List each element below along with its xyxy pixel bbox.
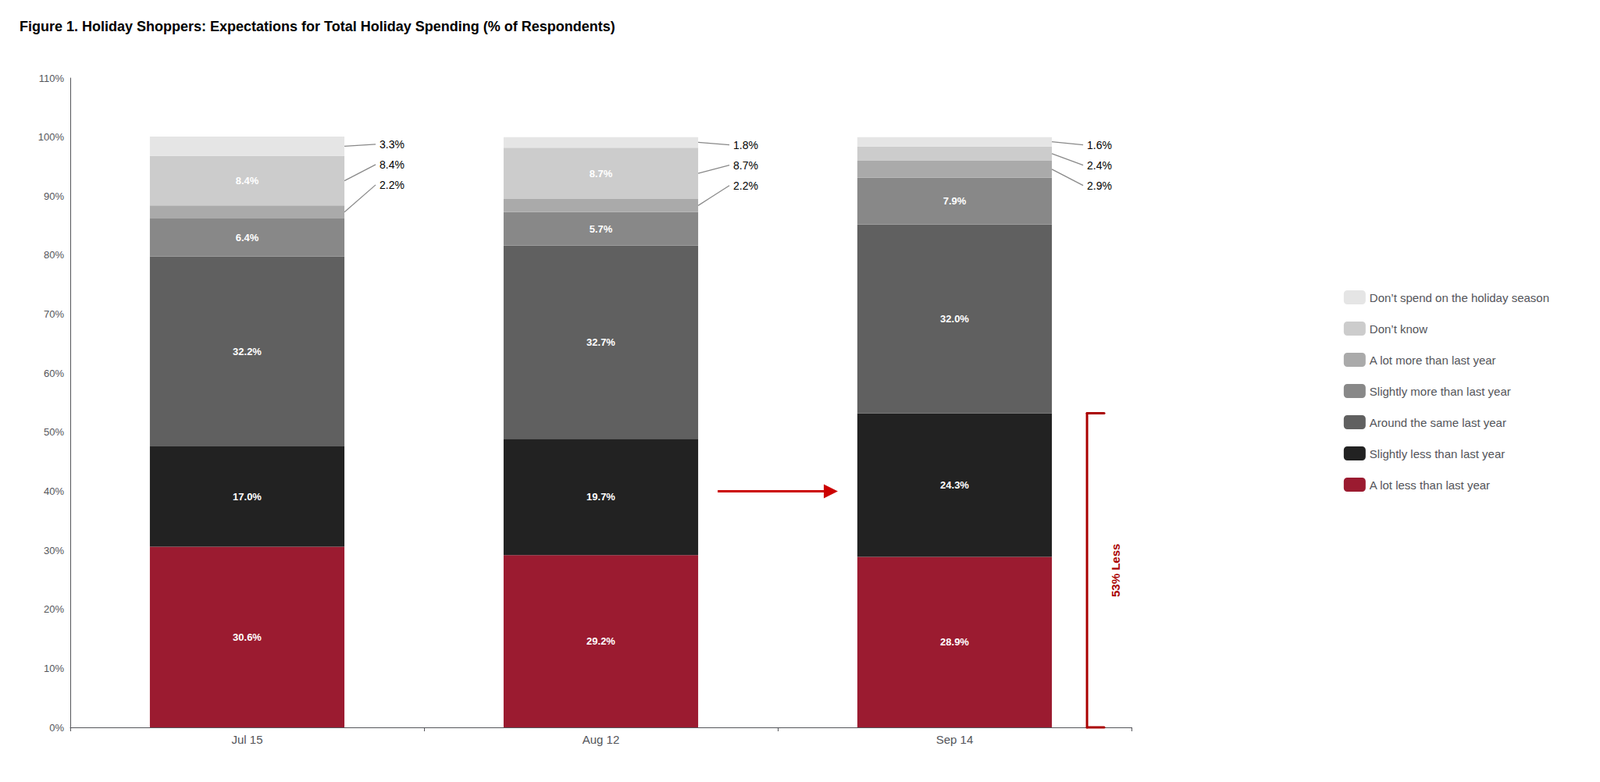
svg-text:28.9%: 28.9% — [940, 636, 970, 649]
svg-text:7.9%: 7.9% — [943, 195, 967, 207]
svg-text:32.7%: 32.7% — [586, 336, 616, 349]
svg-text:A lot less than last year: A lot less than last year — [1369, 478, 1490, 492]
svg-text:30.6%: 30.6% — [232, 631, 262, 644]
svg-text:70%: 70% — [43, 308, 65, 321]
svg-text:Slightly less than last year: Slightly less than last year — [1369, 447, 1505, 461]
svg-text:3.3%: 3.3% — [379, 138, 405, 151]
svg-text:32.0%: 32.0% — [940, 313, 970, 325]
svg-text:1.8%: 1.8% — [733, 138, 759, 152]
svg-text:110%: 110% — [39, 72, 65, 85]
svg-text:32.2%: 32.2% — [232, 345, 262, 358]
svg-text:19.7%: 19.7% — [586, 491, 616, 503]
svg-text:90%: 90% — [43, 190, 65, 203]
svg-text:8.4%: 8.4% — [235, 174, 260, 187]
svg-text:24.3%: 24.3% — [940, 479, 970, 492]
svg-text:53% Less: 53% Less — [1108, 544, 1123, 598]
svg-text:60%: 60% — [43, 367, 65, 380]
svg-text:6.4%: 6.4% — [235, 231, 260, 244]
svg-text:2.2%: 2.2% — [733, 179, 759, 193]
svg-text:30%: 30% — [43, 545, 65, 557]
svg-text:Aug 12: Aug 12 — [582, 733, 621, 747]
svg-text:Around the same last year: Around the same last year — [1369, 416, 1507, 430]
svg-text:Jul 15: Jul 15 — [231, 733, 263, 747]
svg-text:Don’t know: Don’t know — [1369, 322, 1428, 336]
svg-text:20%: 20% — [43, 603, 65, 616]
svg-text:0%: 0% — [49, 722, 65, 735]
svg-text:50%: 50% — [43, 426, 65, 439]
svg-text:8.7%: 8.7% — [733, 159, 759, 172]
svg-text:1.6%: 1.6% — [1086, 138, 1112, 152]
svg-text:Figure 1. Holiday Shoppers: Ex: Figure 1. Holiday Shoppers: Expectations… — [19, 18, 616, 35]
svg-text:8.4%: 8.4% — [379, 158, 405, 172]
svg-text:Slightly more than last year: Slightly more than last year — [1369, 384, 1511, 399]
svg-text:17.0%: 17.0% — [232, 491, 262, 503]
svg-text:Sep 14: Sep 14 — [936, 733, 974, 747]
svg-text:29.2%: 29.2% — [586, 635, 616, 648]
svg-text:2.2%: 2.2% — [379, 178, 405, 192]
svg-text:80%: 80% — [43, 249, 65, 261]
svg-text:5.7%: 5.7% — [589, 223, 613, 236]
svg-text:2.4%: 2.4% — [1086, 159, 1112, 172]
svg-text:A lot more than last year: A lot more than last year — [1369, 353, 1497, 368]
svg-text:2.9%: 2.9% — [1086, 179, 1112, 193]
svg-text:10%: 10% — [43, 662, 65, 675]
svg-text:Don’t spend on the holiday sea: Don’t spend on the holiday season — [1369, 291, 1550, 305]
svg-text:100%: 100% — [38, 131, 65, 143]
svg-text:8.7%: 8.7% — [589, 167, 613, 180]
svg-text:40%: 40% — [43, 485, 65, 498]
